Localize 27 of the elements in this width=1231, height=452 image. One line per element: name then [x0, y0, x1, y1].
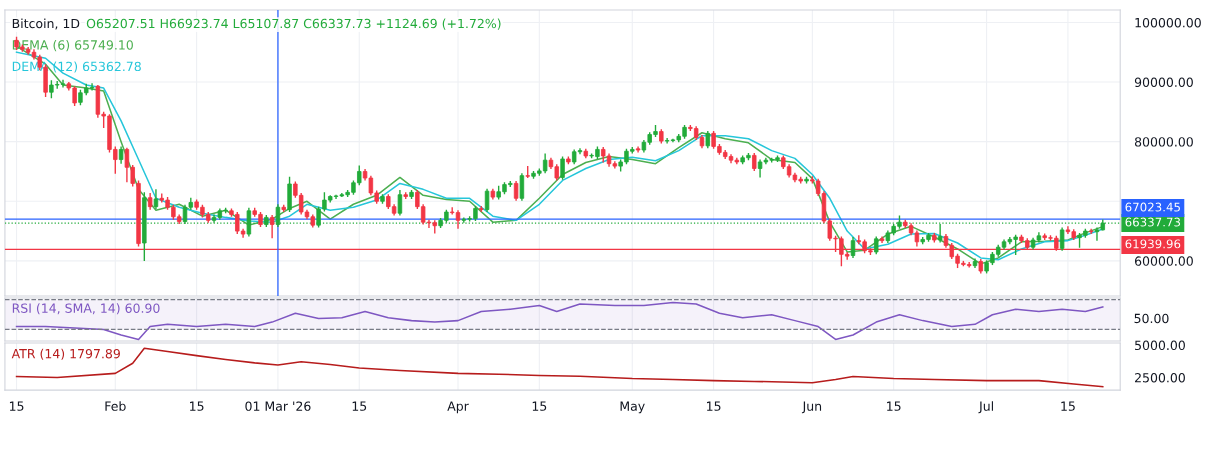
- x-tick-label: 15: [190, 401, 204, 411]
- text: Bitcoin, 1D: [12, 18, 80, 30]
- series-label: ATR (14) 1797.89: [11, 348, 120, 360]
- x-tick-label: 01 Mar '26: [245, 401, 311, 411]
- x-tick-label: May: [620, 401, 645, 414]
- y-tick-label: 60000.00: [1134, 256, 1193, 266]
- x-tick-label: 15: [1061, 401, 1075, 411]
- x-tick-label: 15: [887, 401, 901, 411]
- y-tick-label: 90000.00: [1134, 77, 1193, 87]
- ref-line-label: 67023.45: [1125, 202, 1180, 212]
- y-tick-label: 5000.00: [1135, 340, 1185, 351]
- x-tick-label: 15: [707, 401, 721, 411]
- x-tick-label: Jul: [978, 401, 993, 414]
- x-tick-label: 15: [532, 401, 547, 411]
- series-label: RSI (14, SMA, 14) 60.90: [12, 303, 160, 315]
- x-tick-label: Feb: [105, 401, 126, 411]
- x-tick-label: 15: [9, 401, 24, 411]
- ref-line-label: 66337.73: [1125, 217, 1181, 227]
- x-tick-label: Jun: [801, 401, 822, 414]
- x-tick-label: Apr: [447, 401, 469, 414]
- y-tick-label: 100000.00: [1135, 17, 1201, 28]
- ref-line-label: 61939.96: [1125, 239, 1181, 249]
- text: 50.00: [1134, 313, 1169, 324]
- y-tick-label: 2500.00: [1135, 372, 1185, 383]
- x-tick-label: 15: [352, 401, 367, 411]
- y-tick-label: 80000.00: [1134, 137, 1193, 147]
- text: O65207.51 H66923.74 L65107.87 C66337.73 +1124.69 (+1.72%): [86, 18, 501, 30]
